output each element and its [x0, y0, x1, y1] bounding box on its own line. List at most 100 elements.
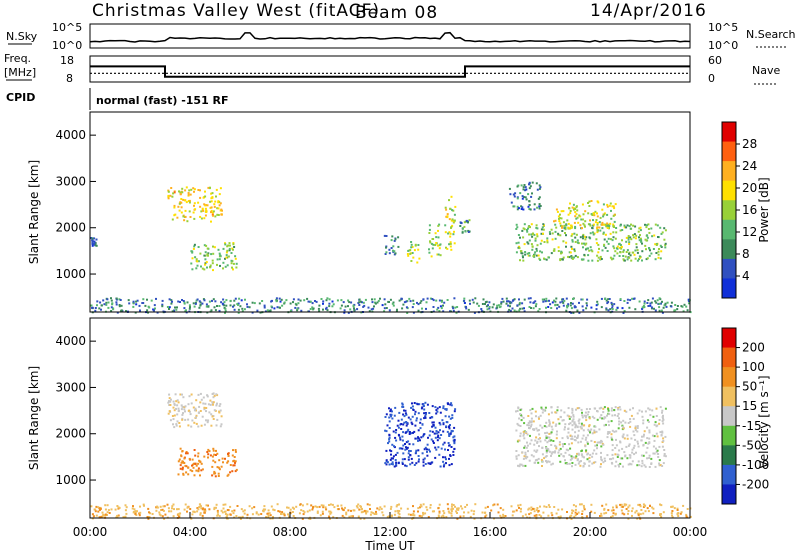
power-cell: [583, 253, 586, 256]
power-cell: [582, 237, 584, 240]
power-cell: [196, 264, 199, 267]
velocity-cell: [366, 503, 369, 506]
velocity-cell: [640, 509, 643, 511]
power-cell: [193, 243, 196, 246]
power-cell: [539, 242, 542, 245]
power-cell: [300, 309, 303, 312]
velocity-cell: [416, 437, 419, 440]
velocity-cell: [301, 504, 304, 507]
power-cell: [538, 257, 541, 260]
power-cell: [405, 306, 408, 309]
cpid-value: normal (fast) -151 RF: [96, 94, 229, 107]
power-cell: [581, 235, 584, 238]
velocity-cell: [515, 410, 517, 413]
velocity-cell: [216, 466, 219, 469]
velocity-cell: [587, 428, 590, 431]
power-cell: [650, 252, 653, 255]
power-cell: [212, 269, 214, 272]
velocity-cell: [200, 462, 203, 465]
power-cell: [527, 297, 530, 300]
power-cell: [193, 202, 196, 205]
velocity-cell: [95, 505, 98, 508]
power-cell: [186, 220, 189, 223]
velocity-cell: [555, 423, 558, 426]
power-cell: [362, 305, 365, 308]
power-cell: [439, 254, 442, 257]
velocity-cell: [573, 435, 576, 438]
power-cell: [573, 248, 576, 251]
velocity-cell: [389, 458, 392, 461]
velocity-cell: [459, 515, 462, 518]
velocity-cell: [540, 406, 543, 409]
velocity-cell: [552, 451, 555, 454]
velocity-cell: [106, 511, 109, 514]
velocity-cell: [443, 441, 446, 444]
power-cell: [515, 251, 518, 254]
velocity-cell: [448, 432, 451, 435]
power-cell: [428, 232, 431, 234]
power-cell: [438, 310, 441, 312]
velocity-cell: [545, 425, 548, 428]
velocity-cell: [452, 504, 455, 506]
velocity-cell: [199, 401, 202, 404]
power-cell: [636, 251, 639, 254]
velocity-cell: [457, 508, 460, 511]
velocity-cell: [532, 420, 535, 423]
power-cell: [406, 312, 409, 314]
power-cell: [438, 247, 441, 250]
power-cell: [516, 185, 519, 188]
velocity-cell: [400, 418, 403, 421]
velocity-cell: [441, 419, 444, 422]
velocity-cell: [641, 415, 644, 418]
velocity-cell: [584, 445, 587, 448]
velocity-cell: [215, 404, 218, 407]
power-cell: [610, 209, 612, 212]
power-cell: [452, 209, 455, 212]
power-cell: [232, 248, 234, 251]
power-cell: [647, 223, 650, 226]
power-cell: [185, 186, 188, 189]
velocity-cell: [545, 437, 548, 439]
power-cell: [385, 246, 387, 249]
velocity-cell: [182, 412, 184, 415]
power-cell: [100, 308, 102, 311]
velocity-cell: [610, 509, 613, 512]
velocity-cell: [577, 419, 580, 422]
cpid-label: CPID: [6, 91, 35, 104]
power-cell: [416, 261, 419, 264]
velocity-cell: [497, 511, 500, 514]
power-cell: [538, 196, 541, 199]
power-cell: [132, 305, 135, 308]
power-cell: [576, 256, 579, 259]
velocity-cell: [172, 515, 175, 518]
colorbar-segment: [722, 425, 736, 446]
power-cell: [618, 243, 621, 246]
velocity-cell: [184, 503, 187, 506]
velocity-cell: [571, 462, 574, 464]
velocity-cell: [385, 460, 388, 463]
velocity-cell: [529, 442, 532, 445]
velocity-cell: [450, 402, 453, 405]
power-cell: [439, 243, 442, 246]
power-cell: [180, 211, 183, 214]
velocity-cell: [600, 512, 603, 515]
velocity-cell: [436, 410, 439, 413]
power-cell: [465, 306, 467, 308]
velocity-cell: [390, 463, 393, 465]
velocity-cell: [278, 510, 281, 513]
power-cell: [541, 251, 543, 254]
velocity-cell: [197, 508, 200, 511]
power-cell: [477, 304, 480, 307]
power-cell: [564, 232, 566, 234]
velocity-cell: [449, 403, 452, 406]
power-cell: [587, 254, 590, 257]
power-cell: [665, 305, 668, 308]
power-cell: [516, 304, 519, 307]
velocity-cell: [198, 459, 201, 462]
power-cell: [587, 212, 590, 215]
power-cell: [523, 307, 525, 310]
velocity-cell: [618, 406, 621, 408]
velocity-cell: [394, 431, 397, 434]
velocity-cell: [418, 458, 420, 461]
velocity-cell: [588, 460, 591, 463]
